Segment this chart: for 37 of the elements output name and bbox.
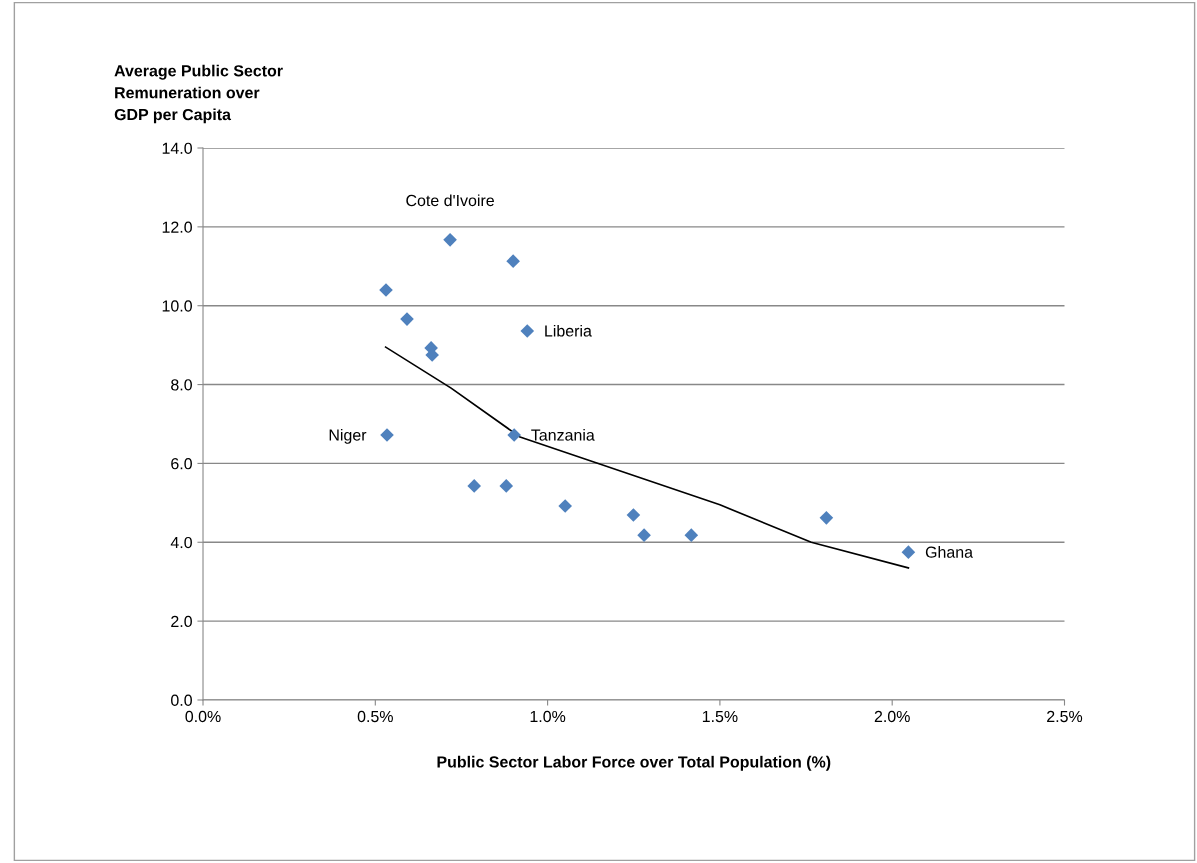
- y-axis-title: Average Public Sector Remuneration over GDP per Capita: [114, 64, 283, 124]
- point: [499, 479, 514, 493]
- annotation: Niger: [329, 428, 367, 444]
- point: [558, 499, 572, 513]
- point: [400, 312, 414, 326]
- x-tick-label: 1.0%: [530, 710, 566, 723]
- y-tick-label: 6.0: [171, 458, 192, 470]
- x-tick-label: 0.5%: [357, 710, 393, 723]
- point: [443, 233, 457, 247]
- point: [467, 479, 482, 493]
- x-tick-label: 1.5%: [702, 710, 738, 723]
- point: [507, 428, 521, 442]
- x-tick-label: 2.0%: [874, 710, 910, 723]
- line-series: [384, 346, 910, 569]
- point: [901, 545, 916, 559]
- x-axis-title: Public Sector Labor Force over Total Population (%): [437, 755, 831, 771]
- point: [684, 528, 699, 542]
- y-tick-label: 12.0: [162, 221, 192, 233]
- y-tick-label: 8.0: [171, 379, 192, 391]
- annotation: Ghana: [925, 546, 974, 558]
- point: [637, 528, 651, 542]
- point: [380, 428, 394, 442]
- point: [626, 508, 641, 522]
- point: [819, 511, 834, 525]
- annotation: Cote d'Ivoire: [406, 194, 494, 207]
- point: [520, 324, 535, 338]
- x-tick-label: 2.5%: [1047, 710, 1083, 723]
- y-tick-label: 2.0: [171, 615, 192, 628]
- annotation: Liberia: [545, 324, 592, 337]
- y-tick-label: 4.0: [170, 536, 192, 549]
- annotation: Tanzania: [531, 428, 595, 441]
- y-tick-label: 14.0: [162, 142, 192, 154]
- point: [506, 254, 520, 268]
- y-tick-label: 10.0: [162, 300, 192, 312]
- x-tick-label: 0.0%: [185, 710, 221, 723]
- y-tick-label: 0.0: [171, 694, 192, 706]
- point: [379, 283, 393, 297]
